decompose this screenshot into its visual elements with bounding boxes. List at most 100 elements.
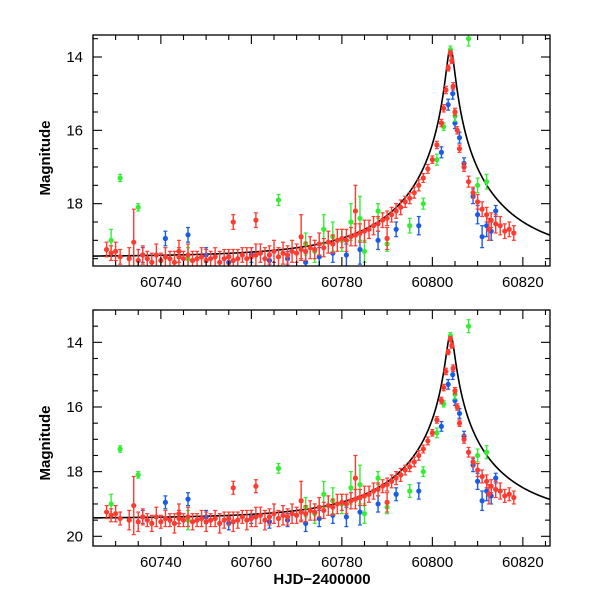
top-point-red: [266, 245, 273, 265]
bottom-point-red: [375, 482, 381, 497]
top-xtick-label: 60780: [321, 274, 363, 291]
top-point-red: [103, 241, 110, 258]
top-point-red: [438, 118, 445, 128]
top-point-red: [153, 243, 159, 266]
bottom-xtick-label: 60740: [140, 554, 182, 571]
bottom-point-green: [484, 445, 490, 460]
bottom-point-red: [185, 506, 191, 528]
top-point-red: [135, 248, 141, 266]
top-point-red: [289, 239, 295, 263]
top-point-red: [486, 217, 492, 241]
bottom-point-red: [230, 511, 236, 533]
top-point-red: [185, 243, 191, 266]
bottom-point-red: [486, 483, 492, 505]
top-point-red: [275, 247, 282, 266]
bottom-point-blue: [162, 495, 168, 510]
bottom-point-green: [420, 466, 426, 478]
top-point-red: [357, 223, 363, 243]
bottom-point-green: [117, 445, 123, 453]
top-point-red: [420, 173, 426, 183]
top-point-red: [366, 219, 372, 240]
top-point-red: [493, 214, 499, 234]
bottom-point-red: [230, 480, 236, 495]
bottom-point-red: [239, 509, 245, 524]
top-point-red: [456, 144, 463, 153]
top-ytick-label: 16: [66, 122, 83, 139]
bottom-point-red: [370, 482, 377, 500]
top-point-red: [307, 236, 313, 260]
bottom-point-blue: [416, 482, 422, 500]
bottom-point-red: [511, 490, 517, 505]
top-point-red: [370, 215, 377, 236]
bottom-point-red: [244, 509, 250, 531]
bottom-ytick-label: 14: [66, 334, 83, 351]
top-point-red: [298, 214, 304, 260]
top-point-red: [443, 85, 449, 95]
bottom-point-red: [257, 506, 264, 524]
bottom-point-red: [108, 508, 114, 523]
bottom-point-red: [438, 396, 445, 405]
bottom-point-red: [253, 479, 259, 494]
bottom-xtick-label: 60800: [411, 554, 453, 571]
bottom-point-red: [198, 509, 205, 528]
top-point-red: [484, 206, 490, 223]
top-point-red: [343, 228, 349, 252]
bottom-ytick-label: 20: [66, 528, 83, 545]
bottom-point-red: [117, 511, 123, 526]
top-point-red: [325, 230, 331, 254]
top-point-red: [167, 250, 173, 266]
top-point-red: [470, 186, 476, 199]
bottom-point-red: [167, 513, 173, 528]
top-point-green: [465, 35, 472, 47]
bottom-point-green: [407, 483, 413, 499]
bottom-point-red: [262, 509, 268, 531]
top-point-red: [208, 250, 214, 266]
top-point-blue: [375, 230, 381, 251]
bottom-point-red: [441, 383, 447, 392]
bottom-point-red: [411, 456, 417, 468]
bottom-point-red: [461, 434, 467, 444]
top-point-red: [149, 252, 155, 266]
top-point-red: [321, 237, 327, 258]
bottom-point-red: [357, 488, 363, 507]
bottom-point-red: [271, 503, 277, 524]
top-point-green: [275, 193, 282, 207]
top-point-red: [506, 221, 512, 238]
top-point-red: [411, 186, 417, 199]
top-point-red: [434, 140, 440, 150]
top-point-red: [445, 64, 451, 72]
top-point-red: [361, 219, 368, 243]
bottom-point-blue: [393, 487, 399, 502]
bottom-point-red: [153, 506, 159, 528]
bottom-point-red: [176, 503, 182, 524]
top-point-blue: [438, 146, 445, 159]
top-point-red: [140, 245, 146, 265]
bottom-point-red: [126, 509, 132, 531]
top-point-red: [113, 241, 119, 262]
top-point-red: [294, 243, 300, 263]
top-ylabel: Magnitude: [37, 121, 54, 196]
bottom-point-red: [334, 493, 340, 515]
top-ytick-label: 14: [66, 49, 83, 66]
panel-top: Magnitude 60740 60760 60780 60800 60820 14 16 1…: [37, 34, 551, 291]
top-point-green: [361, 239, 368, 263]
bottom-point-red: [316, 496, 322, 518]
bottom-point-red: [506, 487, 512, 502]
bottom-point-red: [217, 513, 223, 534]
bottom-point-red: [398, 467, 404, 482]
top-point-red: [441, 104, 447, 113]
top-point-red: [253, 243, 259, 266]
bottom-point-red: [266, 508, 273, 526]
bottom-point-red: [449, 342, 455, 349]
bottom-point-red: [389, 474, 395, 489]
top-point-red: [235, 248, 241, 266]
bottom-point-red: [425, 436, 431, 446]
top-point-green: [420, 197, 426, 210]
bottom-point-red: [289, 503, 295, 524]
bottom-point-red: [275, 509, 282, 528]
bottom-point-green: [275, 462, 282, 474]
top-point-red: [352, 184, 359, 238]
top-point-blue: [416, 215, 422, 236]
bottom-point-red: [280, 504, 286, 526]
top-point-red: [389, 206, 395, 223]
